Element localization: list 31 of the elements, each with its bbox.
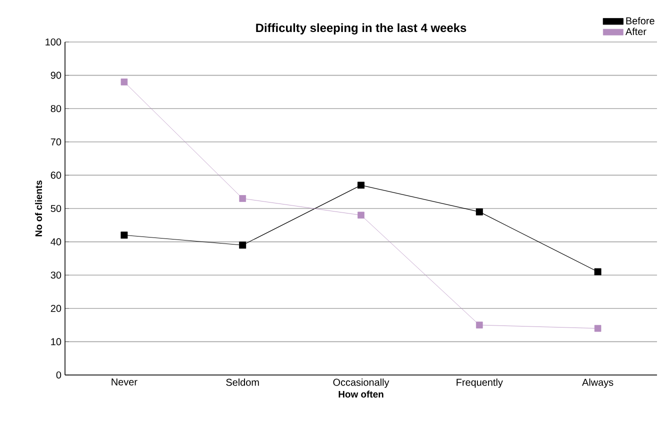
point <box>120 232 128 239</box>
legend-label: After <box>625 28 646 36</box>
point <box>476 322 483 328</box>
x-axis-title: How often <box>338 390 384 398</box>
y-tick-label: 40 <box>50 238 62 246</box>
y-tick-label: 100 <box>46 38 62 46</box>
point <box>358 182 365 189</box>
y-tick-label: 60 <box>50 172 62 179</box>
point <box>239 195 246 202</box>
y-tick-label: 50 <box>50 204 62 212</box>
legend-label: Before <box>626 17 654 24</box>
point <box>594 268 602 276</box>
chart-title: Difficulty sleeping in the last 4 weeks <box>256 23 466 34</box>
y-tick-label: 10 <box>51 338 62 346</box>
point <box>239 242 246 249</box>
y-tick-label: 70 <box>50 138 62 146</box>
y-tick-label: 80 <box>50 105 62 112</box>
point <box>120 78 128 86</box>
x-tick-label: Always <box>582 378 614 388</box>
point <box>358 212 364 219</box>
y-tick-label: 20 <box>50 304 62 312</box>
y-tick-label: 90 <box>50 72 62 79</box>
x-tick-label: Seldom <box>226 378 259 386</box>
y-tick-label: 0 <box>56 371 62 379</box>
x-tick-label: Occasionally <box>333 378 390 388</box>
x-tick-label: Never <box>112 378 138 386</box>
point <box>476 208 483 216</box>
x-tick-label: Frequently <box>456 378 503 388</box>
y-tick-label: 30 <box>50 272 62 279</box>
y-axis-title: No of clients <box>35 180 42 236</box>
point <box>594 324 602 332</box>
